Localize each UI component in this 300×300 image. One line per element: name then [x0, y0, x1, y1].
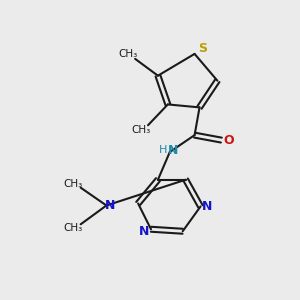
- Text: S: S: [198, 42, 207, 56]
- Text: O: O: [223, 134, 234, 147]
- Text: CH₃: CH₃: [131, 125, 151, 135]
- Text: CH₃: CH₃: [63, 179, 82, 189]
- Text: CH₃: CH₃: [118, 49, 138, 59]
- Text: N: N: [202, 200, 213, 213]
- Text: N: N: [168, 143, 178, 157]
- Text: H: H: [159, 145, 167, 155]
- Text: N: N: [105, 199, 116, 212]
- Text: N: N: [139, 225, 149, 238]
- Text: CH₃: CH₃: [63, 223, 82, 233]
